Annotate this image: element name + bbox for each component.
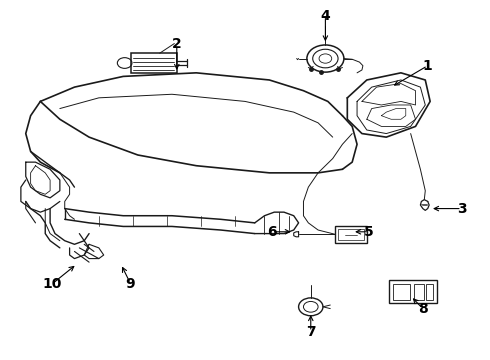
Text: 9: 9: [126, 276, 135, 291]
Text: 10: 10: [43, 276, 62, 291]
Text: 6: 6: [267, 225, 277, 239]
Text: 1: 1: [423, 59, 433, 73]
Bar: [414, 284, 424, 300]
Text: 3: 3: [457, 202, 466, 216]
Bar: [389, 280, 438, 303]
Bar: [130, 53, 177, 73]
Text: 8: 8: [418, 302, 428, 316]
Bar: [335, 226, 367, 243]
Text: 7: 7: [306, 325, 316, 339]
Bar: [338, 229, 364, 240]
Text: 5: 5: [365, 225, 374, 239]
Text: 4: 4: [320, 9, 330, 23]
Bar: [426, 284, 433, 300]
Bar: [392, 284, 410, 300]
Text: 2: 2: [172, 37, 182, 51]
